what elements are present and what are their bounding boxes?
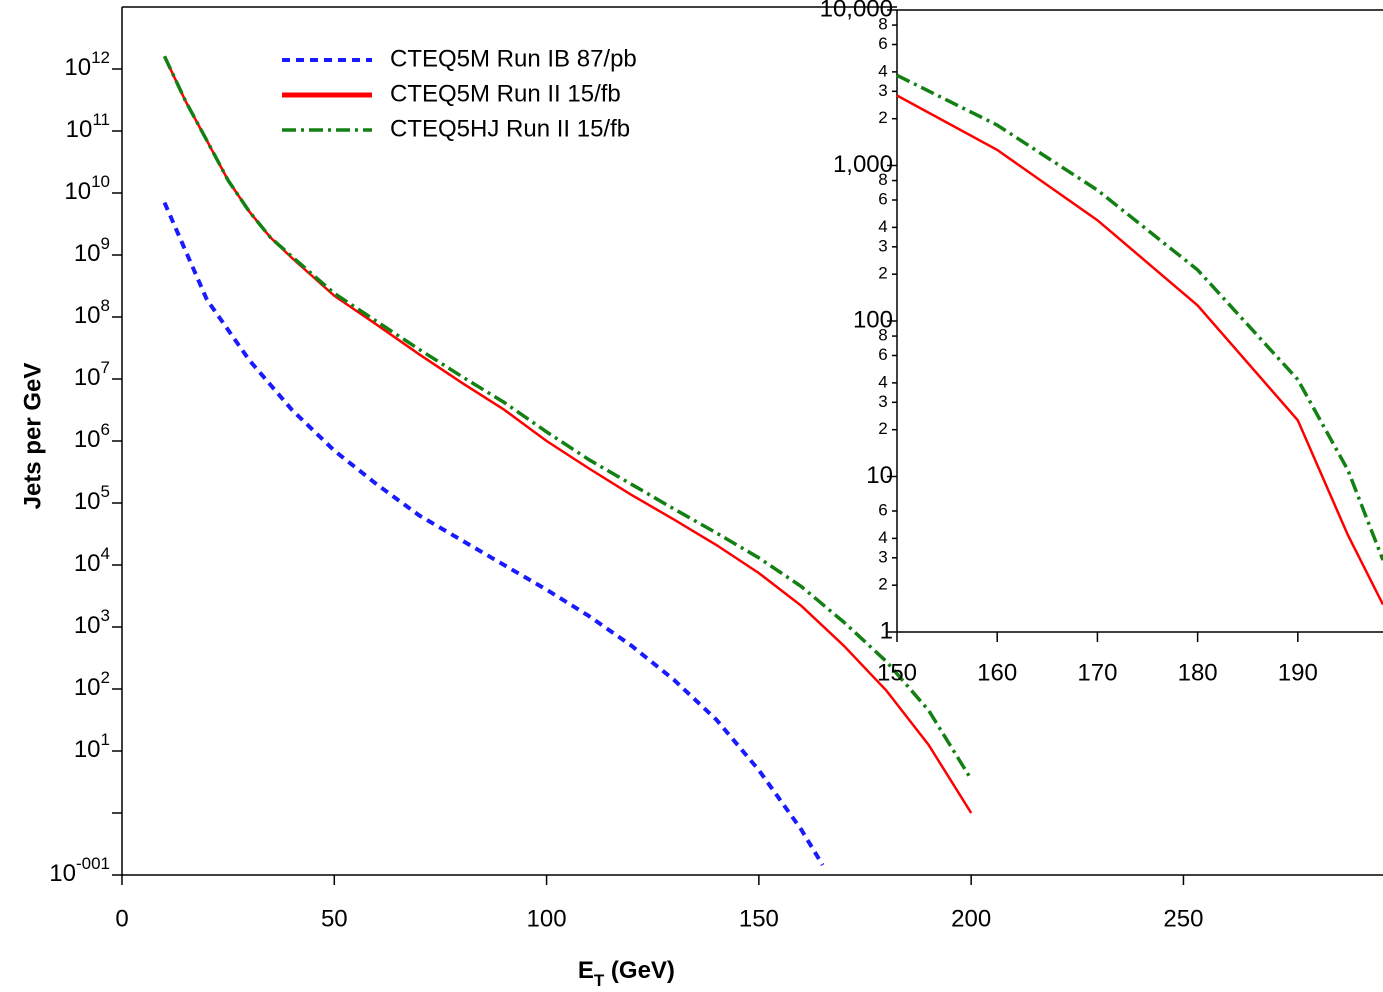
series-line <box>896 94 1383 606</box>
legend-label: CTEQ5M Run IB 87/pb <box>390 45 637 72</box>
y-tick-label: 100 <box>853 306 893 333</box>
x-tick-label: 190 <box>1278 659 1318 686</box>
y-tick-label: 102 <box>74 668 110 701</box>
y-tick-label: 3 <box>878 392 887 411</box>
y-tick-label: 2 <box>878 108 887 127</box>
y-tick-label: 1012 <box>64 48 110 81</box>
y-tick-label: 106 <box>74 420 110 453</box>
legend-label: CTEQ5HJ Run II 15/fb <box>390 115 630 142</box>
y-tick-label: 6 <box>878 34 887 53</box>
y-tick-label: 4 <box>878 528 887 547</box>
inset-background <box>897 10 1383 632</box>
legend-label: CTEQ5M Run II 15/fb <box>390 80 621 107</box>
y-tick-label: 103 <box>74 606 110 639</box>
y-tick-label: 8 <box>878 15 887 34</box>
x-tick-label: 0 <box>115 905 128 932</box>
x-tick-label: 160 <box>977 659 1017 686</box>
y-tick-label: 6 <box>878 500 887 519</box>
y-tick-label: 1,000 <box>833 151 893 178</box>
y-tick-label: 6 <box>878 345 887 364</box>
inset-chart: 150 160 170 180 190123461023468100234681,000… <box>820 0 1383 686</box>
x-tick-label: 200 <box>951 905 991 932</box>
y-tick-label: 3 <box>878 547 887 566</box>
x-tick-label: 150 <box>739 905 779 932</box>
x-tick-label: 100 <box>527 905 567 932</box>
y-tick-label: 104 <box>74 544 110 577</box>
y-tick-label: 108 <box>74 296 110 329</box>
y-tick-label: 109 <box>74 234 110 267</box>
y-tick-label: 10 <box>866 462 893 489</box>
y-tick-label: 2 <box>878 419 887 438</box>
series-line <box>162 201 825 867</box>
y-tick-label: 1 <box>880 617 893 644</box>
y-tick-label: 10-001 <box>49 854 110 887</box>
y-tick-label: 1010 <box>64 172 110 205</box>
series-line <box>162 55 973 781</box>
x-tick-label: 250 <box>1163 905 1203 932</box>
y-tick-label: 4 <box>878 61 887 80</box>
y-tick-label: 2 <box>878 264 887 283</box>
x-tick-label: 150 <box>877 659 917 686</box>
y-tick-label: 2 <box>878 575 887 594</box>
y-tick-label: 107 <box>74 358 110 391</box>
y-tick-label: 8 <box>878 326 887 345</box>
y-tick-label: 3 <box>878 81 887 100</box>
x-tick-label: 180 <box>1178 659 1218 686</box>
y-tick-label: 4 <box>878 372 887 391</box>
x-tick-label: 50 <box>321 905 348 932</box>
main-chart: 0 50 100 150 200 25010-0011011021031041051061… <box>19 6 1383 990</box>
y-tick-label: 1011 <box>66 110 110 143</box>
x-axis-title: ET (GeV) <box>578 957 675 990</box>
y-axis-title: Jets per GeV <box>19 363 46 510</box>
y-tick-label: 8 <box>878 170 887 189</box>
y-tick-label: 4 <box>878 217 887 236</box>
y-tick-label: 10,000 <box>820 0 893 22</box>
x-tick-label: 170 <box>1077 659 1117 686</box>
y-tick-label: 6 <box>878 189 887 208</box>
y-tick-label: 3 <box>878 236 887 255</box>
y-tick-label: 105 <box>74 482 110 515</box>
series-line <box>896 73 1383 561</box>
y-tick-label: 101 <box>74 730 110 763</box>
